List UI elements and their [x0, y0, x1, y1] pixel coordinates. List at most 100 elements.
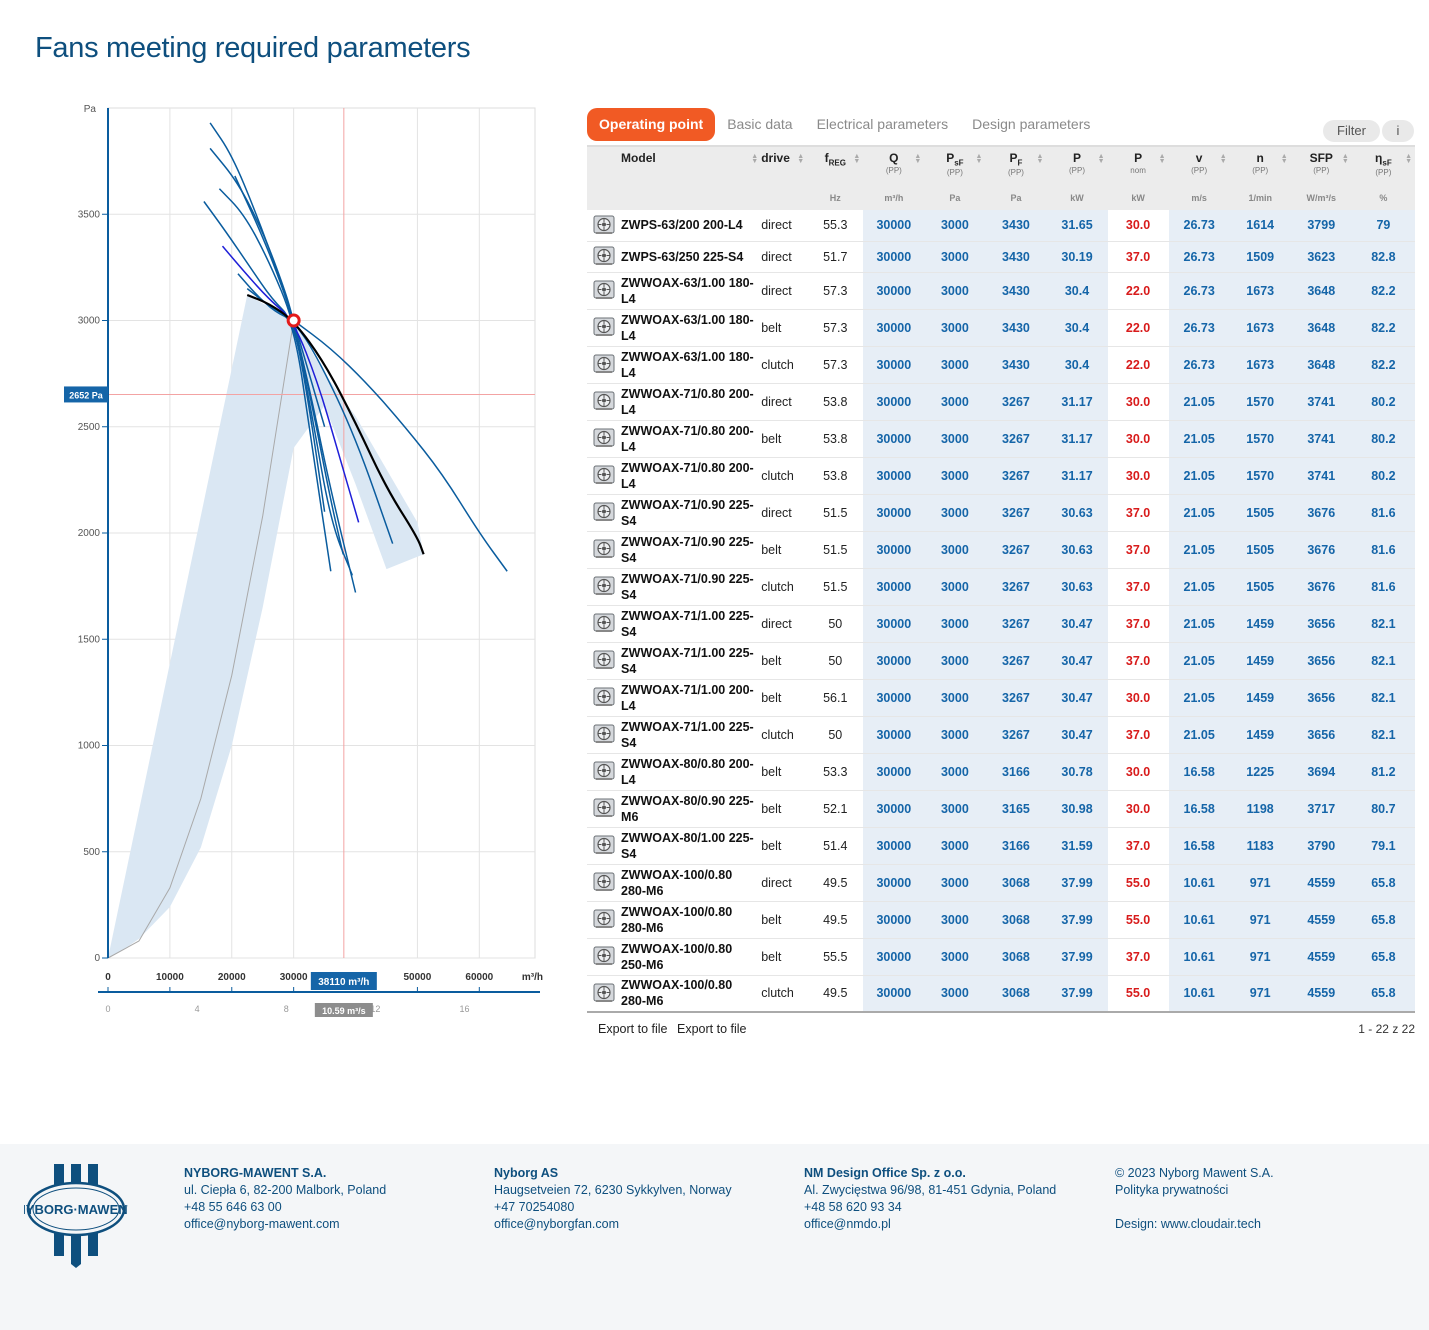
company-email[interactable]: office@nyborgfan.com [494, 1217, 620, 1231]
table-row[interactable]: ZWWOAX-63/1.00 180-L4 direct 57.3 30000 3000… [587, 272, 1415, 310]
tab-operating-point[interactable]: Operating point [587, 108, 716, 141]
model-cell[interactable]: ZWWOAX-63/1.00 180-L4 [621, 346, 762, 384]
model-cell[interactable]: ZWWOAX-100/0.80 280-M6 [621, 864, 762, 902]
column-header[interactable]: drive ▲ ▼ [761, 145, 808, 186]
column-header[interactable]: Model ▲ ▼ [621, 145, 762, 186]
value-cell: 30000 [863, 716, 925, 754]
company-email[interactable]: office@nyborg-mawent.com [184, 1217, 340, 1231]
design-credit[interactable]: Design: www.cloudair.tech [1115, 1217, 1261, 1231]
value-cell: 3267 [985, 568, 1047, 606]
company-phone[interactable]: +48 55 646 63 00 [184, 1200, 282, 1214]
table-row[interactable]: ZWPS-63/250 225-S4 direct 51.7 30000 3000 343… [587, 241, 1415, 273]
sort-icon[interactable]: ▲ ▼ [1158, 153, 1166, 165]
column-header[interactable]: ηsF (PP) ▲ ▼ [1351, 145, 1415, 186]
table-row[interactable]: ZWWOAX-100/0.80 280-M6 clutch 49.5 30000 300… [587, 975, 1415, 1013]
model-cell[interactable]: ZWWOAX-63/1.00 180-L4 [621, 309, 762, 347]
table-row[interactable]: ZWWOAX-63/1.00 180-L4 belt 57.3 30000 3000 34… [587, 309, 1415, 347]
value-cell: 30000 [863, 494, 925, 532]
table-row[interactable]: ZWWOAX-71/1.00 225-S4 belt 50 30000 3000 3267… [587, 642, 1415, 680]
sort-icon[interactable]: ▲ ▼ [1036, 153, 1044, 165]
sort-icon[interactable]: ▲ ▼ [1341, 153, 1349, 165]
export-to-file-button-2[interactable]: Export to file [677, 1022, 747, 1036]
table-row[interactable]: ZWWOAX-71/0.80 200-L4 direct 53.8 30000 3000… [587, 383, 1415, 421]
model-cell[interactable]: ZWWOAX-71/1.00 225-S4 [621, 716, 762, 754]
table-row[interactable]: ZWWOAX-100/0.80 250-M6 belt 55.5 30000 3000 3… [587, 938, 1415, 976]
info-button[interactable]: i [1382, 120, 1414, 142]
table-row[interactable]: ZWWOAX-71/0.90 225-S4 direct 51.5 30000 3000… [587, 494, 1415, 532]
model-cell[interactable]: ZWWOAX-71/0.90 225-S4 [621, 568, 762, 606]
company-phone[interactable]: +47 70254080 [494, 1200, 575, 1214]
column-header[interactable]: v (PP) ▲ ▼ [1168, 145, 1230, 186]
column-header[interactable]: P (PP) ▲ ▼ [1046, 145, 1108, 186]
column-header[interactable]: n (PP) ▲ ▼ [1229, 145, 1291, 186]
table-row[interactable]: ZWWOAX-80/0.80 200-L4 belt 53.3 30000 3000 31… [587, 753, 1415, 791]
table-row[interactable]: ZWWOAX-80/1.00 225-S4 belt 51.4 30000 3000 31… [587, 827, 1415, 865]
sort-icon[interactable]: ▲ ▼ [1097, 153, 1105, 165]
fan-curve-chart[interactable]: 0 500 1000 1500 2000 2500 3000 3500 0 10000 20000 3… [50, 98, 550, 1028]
model-cell[interactable]: ZWPS-63/250 225-S4 [621, 241, 762, 273]
company-email[interactable]: office@nmdo.pl [804, 1217, 891, 1231]
model-cell[interactable]: ZWWOAX-80/0.90 225-M6 [621, 790, 762, 828]
model-cell[interactable]: ZWWOAX-71/1.00 225-S4 [621, 642, 762, 680]
column-header[interactable]: fREG ▲ ▼ [807, 145, 864, 186]
column-header[interactable]: PsF (PP) ▲ ▼ [924, 145, 986, 186]
table-row[interactable]: ZWWOAX-71/0.90 225-S4 belt 51.5 30000 3000 32… [587, 531, 1415, 569]
value-cell: 1198 [1229, 790, 1291, 828]
table-row[interactable]: ZWWOAX-71/1.00 225-S4 direct 50 30000 3000 32… [587, 605, 1415, 643]
model-cell[interactable]: ZWWOAX-80/1.00 225-S4 [621, 827, 762, 865]
export-to-file-button[interactable]: Export to file [598, 1022, 668, 1036]
table-row[interactable]: ZWWOAX-71/1.00 225-S4 clutch 50 30000 3000 32… [587, 716, 1415, 754]
value-cell: 1509 [1229, 241, 1291, 273]
column-header[interactable]: Q (PP) ▲ ▼ [863, 145, 925, 186]
model-cell[interactable]: ZWWOAX-71/1.00 225-S4 [621, 605, 762, 643]
table-row[interactable]: ZWWOAX-100/0.80 280-M6 direct 49.5 30000 300… [587, 864, 1415, 902]
model-cell[interactable]: ZWWOAX-80/0.80 200-L4 [621, 753, 762, 791]
tab-electrical-parameters[interactable]: Electrical parameters [816, 116, 949, 132]
sort-icon[interactable]: ▲ ▼ [1405, 153, 1412, 165]
model-cell[interactable]: ZWWOAX-71/0.90 225-S4 [621, 531, 762, 569]
model-cell[interactable]: ZWWOAX-100/0.80 250-M6 [621, 938, 762, 976]
tab-basic-data[interactable]: Basic data [727, 116, 793, 132]
model-cell[interactable]: ZWPS-63/200 200-L4 [621, 210, 762, 242]
model-cell[interactable]: ZWWOAX-100/0.80 280-M6 [621, 975, 762, 1013]
sort-icon[interactable]: ▲ ▼ [975, 153, 983, 165]
fan-icon [593, 944, 615, 966]
column-header[interactable]: SFP (PP) ▲ ▼ [1290, 145, 1352, 186]
sort-icon[interactable]: ▲ ▼ [751, 153, 759, 165]
table-row[interactable]: ZWWOAX-71/1.00 200-L4 belt 56.1 30000 3000 32… [587, 679, 1415, 717]
column-header-label: η [1375, 151, 1383, 165]
tab-design-parameters[interactable]: Design parameters [972, 116, 1091, 132]
column-header-note: nom [1130, 166, 1146, 175]
column-header-label: n [1256, 151, 1264, 165]
value-cell: 10.61 [1168, 864, 1230, 902]
model-cell[interactable]: ZWWOAX-63/1.00 180-L4 [621, 272, 762, 310]
sort-icon[interactable]: ▲ ▼ [853, 153, 861, 165]
company-phone[interactable]: +48 58 620 93 34 [804, 1200, 902, 1214]
privacy-link[interactable]: Polityka prywatności [1115, 1183, 1229, 1197]
model-cell[interactable]: ZWWOAX-71/0.80 200-L4 [621, 420, 762, 458]
sort-icon[interactable]: ▲ ▼ [914, 153, 922, 165]
column-header[interactable]: PF (PP) ▲ ▼ [985, 145, 1047, 186]
filter-button[interactable]: Filter [1323, 120, 1380, 142]
table-row[interactable]: ZWWOAX-63/1.00 180-L4 clutch 57.3 30000 3000… [587, 346, 1415, 384]
value-cell: 3068 [985, 975, 1047, 1013]
sort-icon[interactable]: ▲ ▼ [1219, 153, 1227, 165]
sort-icon[interactable]: ▲ ▼ [1280, 153, 1288, 165]
model-cell[interactable]: ZWWOAX-71/0.80 200-L4 [621, 457, 762, 495]
column-unit [621, 186, 762, 210]
table-row[interactable]: ZWWOAX-100/0.80 280-M6 belt 49.5 30000 3000 3… [587, 901, 1415, 939]
table-row[interactable]: ZWPS-63/200 200-L4 direct 55.3 30000 3000 343… [587, 210, 1415, 242]
table-row[interactable]: ZWWOAX-80/0.90 225-M6 belt 52.1 30000 3000 31… [587, 790, 1415, 828]
sort-icon[interactable]: ▲ ▼ [797, 153, 805, 165]
model-cell[interactable]: ZWWOAX-71/0.80 200-L4 [621, 383, 762, 421]
model-cell[interactable]: ZWWOAX-71/1.00 200-L4 [621, 679, 762, 717]
model-cell[interactable]: ZWWOAX-71/0.90 225-S4 [621, 494, 762, 532]
table-row[interactable]: ZWWOAX-71/0.80 200-L4 clutch 53.8 30000 3000… [587, 457, 1415, 495]
column-unit: 1/min [1229, 186, 1291, 210]
company-address: ul. Ciepła 6, 82-200 Malbork, Poland [184, 1183, 387, 1197]
nyborg-mawent-logo[interactable]: NYBORG·MAWENT [24, 1162, 128, 1268]
table-row[interactable]: ZWWOAX-71/0.80 200-L4 belt 53.8 30000 3000 32… [587, 420, 1415, 458]
model-cell[interactable]: ZWWOAX-100/0.80 280-M6 [621, 901, 762, 939]
table-row[interactable]: ZWWOAX-71/0.90 225-S4 clutch 51.5 30000 3000… [587, 568, 1415, 606]
